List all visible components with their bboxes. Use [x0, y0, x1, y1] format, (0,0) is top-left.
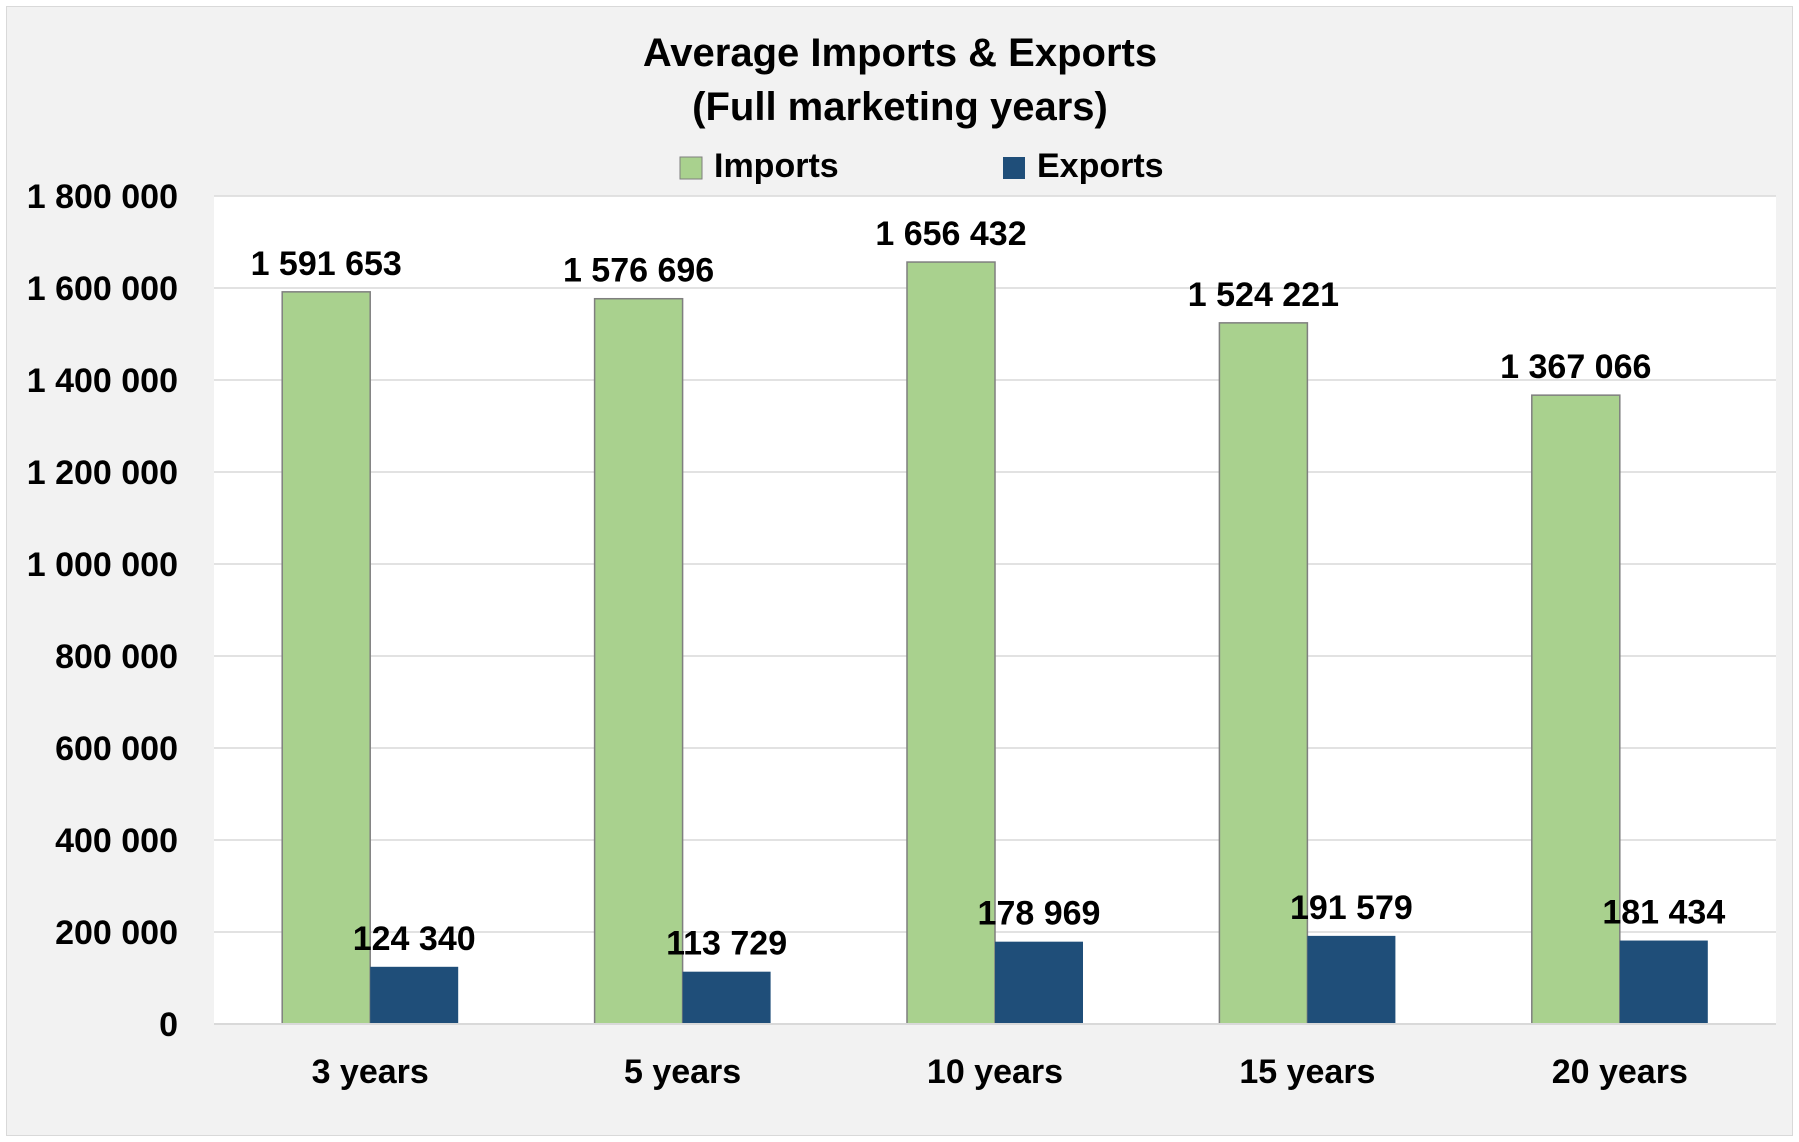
- y-axis: 0 200 000 400 000 600 000 800 000 1 000 000 1 …: [27, 178, 178, 1044]
- bar-exports: [682, 971, 771, 1024]
- x-tick-label: 5 years: [624, 1053, 741, 1091]
- data-label-exports: 113 729: [666, 925, 787, 963]
- x-tick-label: 3 years: [312, 1053, 429, 1091]
- legend-swatch-imports: [679, 156, 703, 180]
- y-tick-label: 400 000: [55, 822, 178, 860]
- y-tick-label: 1 800 000: [27, 178, 178, 216]
- bar-imports: [281, 291, 371, 1025]
- bar-exports: [1619, 940, 1708, 1024]
- data-label-imports: 1 656 432: [875, 215, 1026, 253]
- y-tick-label: 1 200 000: [27, 454, 178, 492]
- data-label-imports: 1 591 653: [251, 245, 402, 283]
- data-label-imports: 1 524 221: [1188, 276, 1339, 314]
- y-tick-label: 1 400 000: [27, 362, 178, 400]
- y-tick-label: 1 600 000: [27, 270, 178, 308]
- y-tick-label: 0: [159, 1006, 178, 1044]
- legend: Imports Exports: [679, 147, 1164, 185]
- x-tick-label: 15 years: [1239, 1053, 1375, 1091]
- y-tick-label: 800 000: [55, 638, 178, 676]
- x-tick-label: 20 years: [1552, 1053, 1688, 1091]
- bar-imports: [906, 261, 996, 1025]
- bar-exports: [995, 941, 1083, 1024]
- bar-exports: [370, 966, 459, 1024]
- data-label-exports: 181 434: [1602, 894, 1725, 932]
- bar-imports: [593, 297, 684, 1025]
- data-label-imports: 1 576 696: [563, 252, 714, 290]
- chart-title: Average Imports & Exports: [643, 31, 1157, 75]
- bars: [281, 261, 1708, 1025]
- bar-imports: [1531, 394, 1621, 1025]
- legend-swatch-exports: [1003, 157, 1025, 179]
- legend-label-imports: Imports: [714, 147, 839, 185]
- bar-imports: [1218, 322, 1309, 1025]
- bar-exports: [1307, 935, 1396, 1024]
- x-tick-label: 10 years: [927, 1053, 1063, 1091]
- data-labels: 1 591 653 124 340 1 576 696 113 729 1 656 43…: [251, 215, 1726, 963]
- data-label-imports: 1 367 066: [1500, 348, 1651, 386]
- y-tick-label: 600 000: [55, 730, 178, 768]
- data-label-exports: 124 340: [353, 920, 476, 958]
- legend-label-exports: Exports: [1037, 147, 1164, 185]
- y-tick-label: 200 000: [55, 914, 178, 952]
- data-label-exports: 178 969: [978, 895, 1101, 933]
- y-tick-label: 1 000 000: [27, 546, 178, 584]
- chart-subtitle: (Full marketing years): [692, 85, 1108, 129]
- x-axis: 3 years 5 years 10 years 15 years 20 years: [214, 1023, 1776, 1091]
- data-label-exports: 191 579: [1290, 889, 1413, 927]
